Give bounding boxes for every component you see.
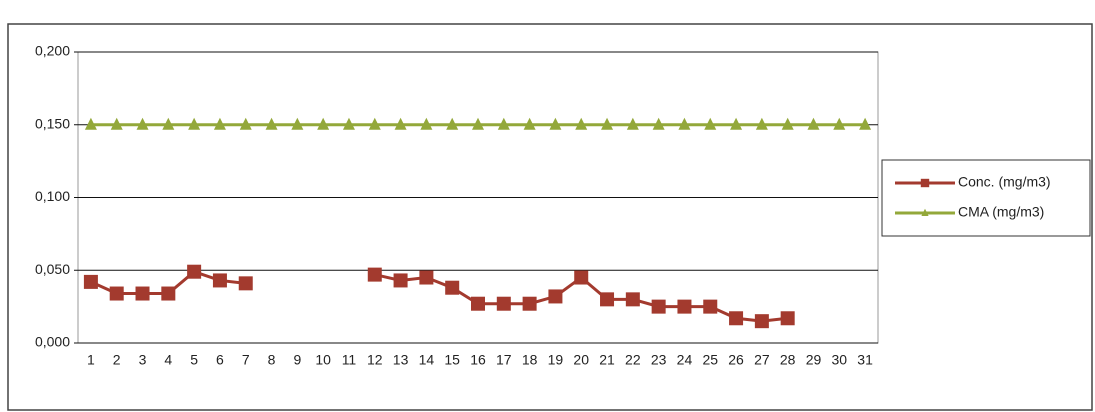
data-point [394,117,407,130]
data-point [161,286,176,301]
x-tick-label: 7 [242,352,250,368]
data-point [291,117,304,130]
data-point [368,117,381,130]
data-point [239,117,252,130]
x-tick-label: 2 [113,352,121,368]
data-point [419,270,434,285]
x-tick-label: 29 [806,352,822,368]
data-point [548,289,563,304]
data-point [136,117,149,130]
legend-marker [921,208,929,216]
data-point [807,117,820,130]
data-point [780,311,795,326]
data-point [549,117,562,130]
data-point [317,117,330,130]
x-tick-label: 11 [342,352,357,368]
data-point [626,117,639,130]
x-tick-label: 5 [190,352,198,368]
data-point [600,292,615,307]
data-point [523,117,536,130]
data-point [703,299,718,314]
x-tick-label: 14 [419,352,435,368]
x-tick-label: 19 [548,352,564,368]
data-point [754,314,769,329]
data-point [678,117,691,130]
y-tick-label: 0,200 [35,43,70,59]
data-point [472,117,484,130]
x-tick-label: 8 [268,352,276,368]
data-point [497,117,510,130]
x-tick-label: 24 [677,352,693,368]
x-tick-label: 9 [293,352,301,368]
x-tick-label: 23 [651,352,667,368]
x-tick-label: 16 [470,352,486,368]
data-point [212,273,227,288]
data-point [342,117,355,130]
data-point [188,117,201,130]
data-point [625,292,640,307]
data-point [677,299,692,314]
data-point [471,296,485,311]
data-point [652,117,665,130]
y-tick-label: 0,100 [35,188,70,204]
data-point [135,286,150,301]
legend-label: Conc. (mg/m3) [958,174,1051,190]
x-tick-label: 13 [393,352,409,368]
data-point [187,264,202,279]
x-tick-label: 6 [216,352,224,368]
data-point [859,117,872,130]
data-point [109,286,124,301]
y-tick-label: 0,050 [35,261,70,277]
data-point [522,296,537,311]
data-point [110,117,123,130]
x-tick-label: 1 [87,352,95,368]
x-tick-label: 20 [573,352,589,368]
data-point [265,117,278,130]
x-tick-label: 27 [754,352,770,368]
data-point [496,296,511,311]
x-tick-label: 4 [164,352,172,368]
data-point [213,117,226,130]
x-tick-label: 12 [367,352,383,368]
data-point [575,117,588,130]
x-tick-label: 18 [522,352,538,368]
data-point [651,299,666,314]
legend-box [881,159,1091,237]
x-tick-label: 17 [496,352,512,368]
data-point [833,117,846,130]
y-tick-label: 0,150 [35,115,70,131]
legend-marker [920,178,930,188]
data-point [393,273,408,288]
data-point [781,117,794,130]
data-point [729,311,744,326]
x-tick-label: 28 [780,352,796,368]
x-tick-label: 31 [857,352,873,368]
legend-label: CMA (mg/m3) [958,204,1044,220]
data-point [601,117,614,130]
data-point [420,117,433,130]
x-tick-label: 30 [832,352,848,368]
x-tick-label: 22 [625,352,641,368]
x-tick-label: 21 [599,352,615,368]
data-point [83,274,98,289]
data-point [574,270,589,285]
x-tick-label: 3 [139,352,147,368]
data-point [730,117,743,130]
data-point [162,117,175,130]
data-point [445,280,460,295]
x-tick-label: 25 [702,352,718,368]
data-point [446,117,459,130]
data-point [238,276,253,291]
x-tick-label: 15 [444,352,460,368]
x-tick-label: 10 [315,352,331,368]
x-tick-label: 26 [728,352,744,368]
data-point [84,117,97,130]
data-point [367,267,382,282]
y-tick-label: 0,000 [35,334,70,350]
data-point [755,117,768,130]
data-point [704,117,717,130]
